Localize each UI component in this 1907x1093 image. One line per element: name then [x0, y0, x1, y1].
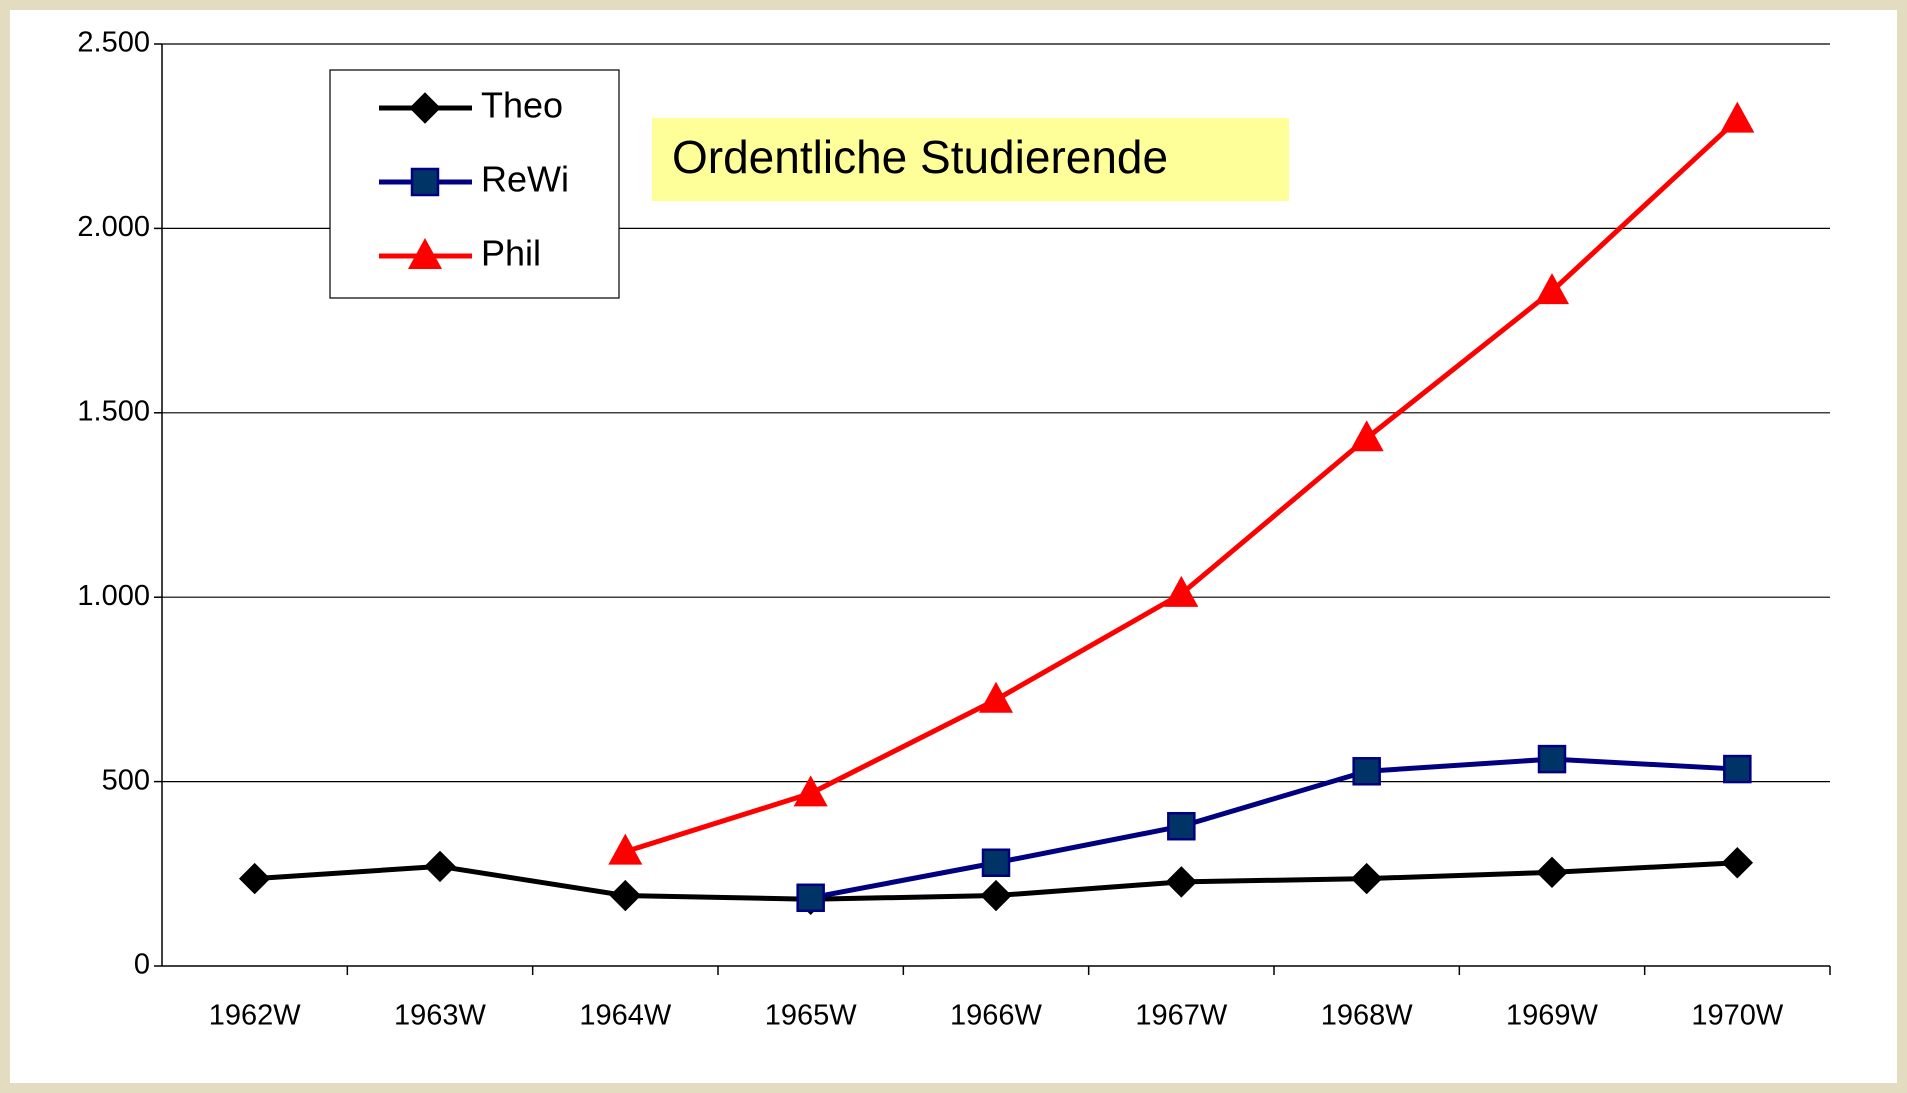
data-point: [979, 681, 1013, 713]
data-point: [1349, 420, 1384, 452]
data-point: [1721, 847, 1754, 879]
x-tick-label: 1964W: [579, 1000, 672, 1032]
data-point: [1167, 811, 1196, 841]
legend-box: [329, 69, 620, 299]
data-point: [1723, 754, 1752, 784]
x-tick-label: 1969W: [1506, 1000, 1599, 1032]
plot: 0 500 1.000 1.500 2.000 2.500 1962W 1963W 1964W 1…: [77, 27, 1831, 1032]
data-point: [1537, 744, 1567, 774]
series-line: [810, 756, 1738, 901]
x-tick-label: 1966W: [950, 1000, 1043, 1032]
title-box: [652, 118, 1289, 201]
y-tick-label: 2.000: [77, 211, 150, 243]
legend: Theo ReWi Phil: [329, 69, 620, 299]
chart-title: Ordentliche Studierende: [672, 131, 1168, 183]
x-tick-label: 1963W: [394, 1000, 487, 1032]
data-point: [793, 775, 828, 807]
legend-label: Phil: [481, 233, 541, 274]
x-tick-label: 1962W: [209, 1000, 302, 1032]
data-point: [609, 879, 642, 912]
data-point: [424, 850, 456, 883]
y-tick-label: 0: [134, 949, 150, 981]
data-point: [1350, 862, 1383, 895]
y-tick-label: 1.000: [77, 580, 150, 612]
data-point: [1536, 856, 1568, 889]
data-point: [1164, 575, 1199, 607]
data-point: [980, 879, 1012, 912]
legend-marker: [409, 92, 441, 124]
x-tick-label: 1970W: [1691, 1000, 1784, 1032]
x-tick-label: 1965W: [765, 1000, 858, 1032]
data-point: [1535, 273, 1569, 305]
legend-marker: [410, 167, 440, 197]
y-tick-label: 2.500: [77, 27, 150, 59]
data-point: [238, 862, 271, 895]
legend-label: ReWi: [481, 159, 569, 200]
legend-label: Theo: [481, 85, 563, 126]
x-tick-label: 1968W: [1321, 1000, 1414, 1032]
data-point: [981, 848, 1011, 877]
data-point: [608, 833, 643, 865]
data-point: [1352, 757, 1381, 786]
x-tick-label: 1967W: [1135, 1000, 1228, 1032]
data-point: [1165, 866, 1198, 898]
data-point: [1720, 101, 1755, 133]
y-tick-label: 500: [102, 764, 150, 796]
y-tick-label: 1.500: [77, 395, 150, 427]
data-point: [796, 883, 825, 913]
legend-marker: [408, 238, 442, 269]
